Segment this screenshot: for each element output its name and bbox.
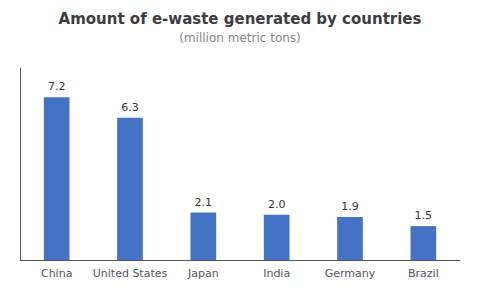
svg-text:India: India	[263, 267, 290, 280]
svg-text:China: China	[41, 267, 72, 280]
svg-text:7.2: 7.2	[48, 80, 66, 93]
svg-text:2.1: 2.1	[195, 196, 213, 209]
svg-text:1.5: 1.5	[415, 209, 433, 222]
svg-text:Germany: Germany	[325, 267, 376, 280]
svg-text:2.0: 2.0	[268, 198, 286, 211]
svg-text:Amount of e-waste generated by: Amount of e-waste generated by countries	[59, 10, 422, 28]
svg-text:6.3: 6.3	[121, 101, 139, 114]
svg-text:(million metric tons): (million metric tons)	[179, 31, 301, 45]
svg-text:1.9: 1.9	[341, 200, 359, 213]
svg-text:United States: United States	[93, 267, 168, 280]
svg-text:Brazil: Brazil	[408, 267, 439, 280]
svg-text:Japan: Japan	[187, 267, 219, 280]
